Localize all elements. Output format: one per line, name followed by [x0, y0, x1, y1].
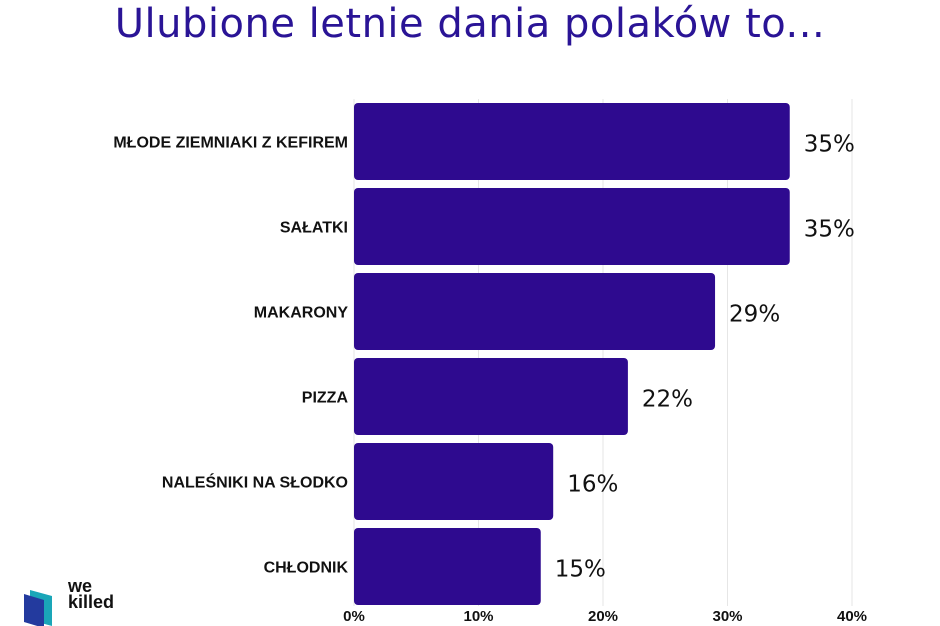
category-label: NALEŚNIKI NA SŁODKO [162, 473, 348, 492]
value-label: 29% [729, 302, 780, 328]
bar [354, 273, 716, 350]
label-layer: 0% 10% 20% 30% 40% MŁODE ZIEMNIAKI Z KEFIREM 3… [113, 132, 867, 626]
value-label: 16% [567, 472, 618, 498]
category-label: CHŁODNIK [264, 560, 349, 577]
chart-title: Ulubione letnie dania polaków to... [114, 1, 826, 47]
x-tick-label: 40% [837, 608, 867, 625]
logo-line-2: killed [68, 592, 115, 612]
value-label: 35% [804, 132, 855, 158]
category-label: MAKARONY [254, 305, 349, 322]
value-label: 22% [642, 387, 693, 413]
bar [354, 528, 541, 605]
bar [354, 358, 628, 435]
bar-layer [354, 103, 790, 605]
x-tick-label: 20% [588, 608, 618, 625]
we-killed-logo: we killed [20, 578, 140, 626]
logo-text: we killed [68, 578, 115, 612]
grid-layer [353, 99, 853, 606]
bar [354, 443, 554, 520]
logo-mark-icon [24, 590, 52, 626]
category-label: PIZZA [302, 390, 349, 407]
bar [354, 103, 790, 180]
x-tick-label: 30% [712, 608, 742, 625]
logo-line-1: we [68, 578, 93, 596]
category-label: MŁODE ZIEMNIAKI Z KEFIREM [113, 135, 348, 152]
bar [354, 188, 790, 265]
x-tick-label: 0% [343, 608, 365, 625]
x-tick-label: 10% [463, 608, 493, 625]
value-label: 15% [555, 557, 606, 583]
category-label: SAŁATKI [280, 220, 348, 237]
value-label: 35% [804, 217, 855, 243]
